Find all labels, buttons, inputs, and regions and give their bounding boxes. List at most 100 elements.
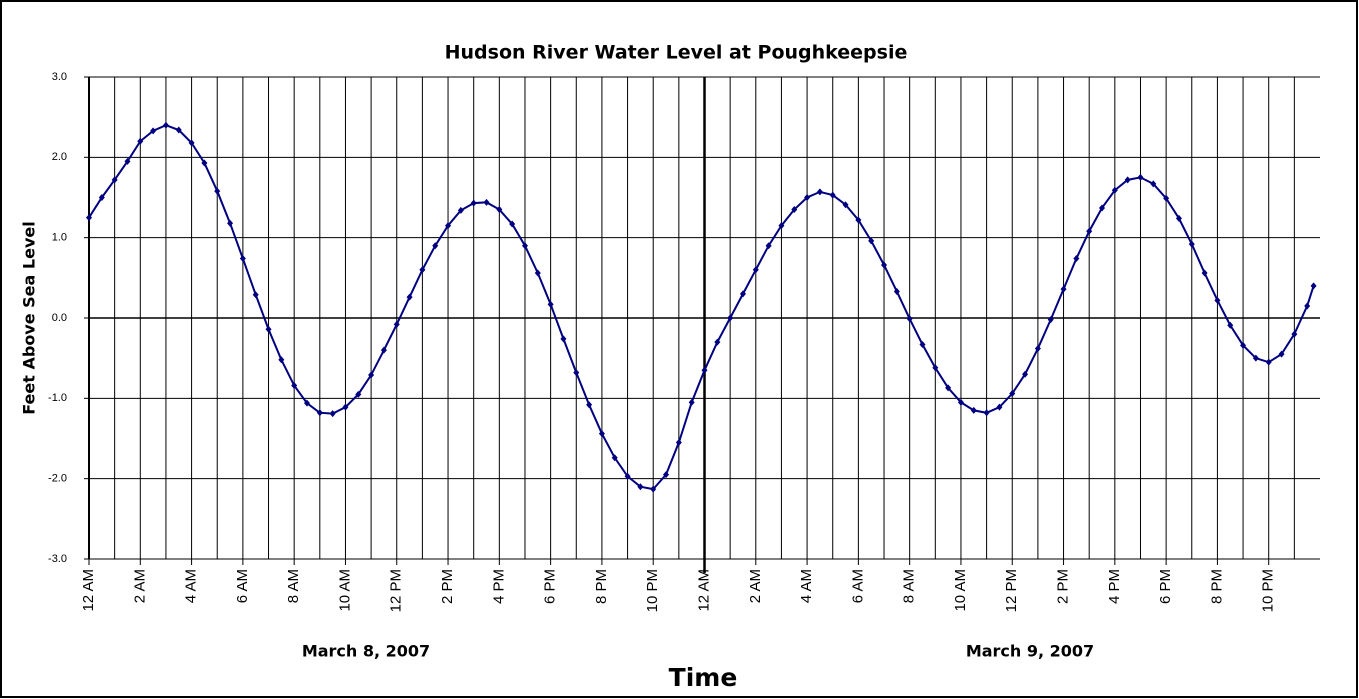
x-tick-label: 6 AM xyxy=(849,569,866,603)
data-point xyxy=(1086,227,1093,235)
data-point xyxy=(1214,296,1221,304)
data-point xyxy=(1060,285,1067,293)
data-point xyxy=(534,269,541,277)
x-tick-label: 6 PM xyxy=(1157,569,1174,604)
date-label: March 9, 2007 xyxy=(966,642,1094,661)
date-label: March 8, 2007 xyxy=(302,642,430,661)
data-point xyxy=(1034,345,1041,353)
data-point xyxy=(496,206,503,214)
data-point xyxy=(1022,370,1029,378)
x-tick-label: 8 AM xyxy=(285,569,302,603)
data-point xyxy=(214,187,221,195)
y-tick-label: -2.0 xyxy=(48,473,67,485)
data-point xyxy=(432,242,439,250)
data-point xyxy=(175,126,182,134)
x-tick-label: 4 AM xyxy=(183,569,200,603)
data-point xyxy=(1163,194,1170,202)
x-tick-label: 8 PM xyxy=(1208,569,1225,604)
data-point xyxy=(252,291,259,299)
x-tick-label: 6 PM xyxy=(542,569,559,604)
x-tick-label: 2 PM xyxy=(1055,569,1072,604)
data-point xyxy=(881,261,888,269)
x-tick-label: 12 PM xyxy=(388,569,405,612)
data-point xyxy=(765,242,772,250)
data-point xyxy=(688,398,695,406)
data-point xyxy=(1099,204,1106,212)
data-point xyxy=(239,255,246,263)
data-point xyxy=(393,320,400,328)
data-point xyxy=(1278,350,1285,358)
data-point xyxy=(842,201,849,209)
data-point xyxy=(124,157,131,165)
data-point xyxy=(457,206,464,214)
data-point xyxy=(637,483,644,491)
data-point xyxy=(1150,180,1157,188)
data-point xyxy=(663,471,670,479)
data-point xyxy=(906,315,913,323)
x-tick-label: 8 AM xyxy=(901,569,918,603)
data-point xyxy=(265,325,272,333)
x-tick-label: 10 AM xyxy=(336,569,353,612)
data-point xyxy=(380,346,387,354)
data-point xyxy=(586,401,593,409)
data-point xyxy=(855,216,862,224)
x-tick-label: 10 PM xyxy=(644,569,661,612)
x-tick-label: 4 PM xyxy=(490,569,507,604)
x-tick-label: 4 AM xyxy=(798,569,815,603)
data-point xyxy=(791,206,798,214)
data-point xyxy=(1304,302,1311,310)
data-point xyxy=(970,406,977,414)
x-tick-label: 2 PM xyxy=(439,569,456,604)
chart-title: Hudson River Water Level at Poughkeepsie xyxy=(445,42,908,64)
data-point xyxy=(368,371,375,379)
x-tick-label: 12 AM xyxy=(695,569,712,612)
data-point xyxy=(355,390,362,398)
x-tick-label: 8 PM xyxy=(593,569,610,604)
y-tick-label: 1.0 xyxy=(52,232,67,244)
x-tick-label: 2 AM xyxy=(131,569,148,603)
data-point xyxy=(560,335,567,343)
data-point xyxy=(650,485,657,493)
data-point xyxy=(1291,330,1298,338)
data-point xyxy=(509,220,516,228)
data-point xyxy=(150,127,157,135)
x-axis-label: Time xyxy=(669,663,738,692)
data-point xyxy=(816,188,823,196)
data-point xyxy=(701,366,708,374)
data-point xyxy=(1175,214,1182,222)
y-tick-label: 2.0 xyxy=(52,151,67,163)
data-point xyxy=(470,199,477,207)
data-point xyxy=(1047,316,1054,324)
data-point xyxy=(162,121,169,129)
data-point xyxy=(1201,269,1208,277)
data-point xyxy=(278,356,285,364)
data-point xyxy=(1073,255,1080,263)
x-tick-label: 4 PM xyxy=(1106,569,1123,604)
data-point xyxy=(727,314,734,322)
data-point xyxy=(611,454,618,462)
y-tick-label: -1.0 xyxy=(48,392,67,404)
data-point xyxy=(547,300,554,308)
y-tick-label: -3.0 xyxy=(48,553,67,565)
data-point xyxy=(957,398,964,406)
data-point xyxy=(329,410,336,418)
data-point xyxy=(1124,176,1131,184)
data-point xyxy=(521,242,528,250)
data-point xyxy=(739,290,746,298)
data-point xyxy=(932,364,939,372)
plot-area: -3.0 -2.0 -1.0 0.0 1.0 2.0 3.0 12 AM 2 AM 4 AM 6 A… xyxy=(48,71,1320,612)
data-point xyxy=(406,293,413,301)
data-point xyxy=(868,237,875,245)
data-point xyxy=(573,369,580,377)
data-point xyxy=(893,287,900,295)
y-axis-label: Feet Above Sea Level xyxy=(20,221,39,414)
data-point xyxy=(1137,173,1144,181)
x-tick-label: 12 AM xyxy=(80,569,97,612)
data-point xyxy=(445,222,452,230)
data-point xyxy=(419,266,426,274)
data-point xyxy=(86,214,92,222)
data-point xyxy=(188,139,195,147)
data-point xyxy=(98,194,105,201)
data-point xyxy=(303,399,310,407)
data-point xyxy=(983,409,990,417)
